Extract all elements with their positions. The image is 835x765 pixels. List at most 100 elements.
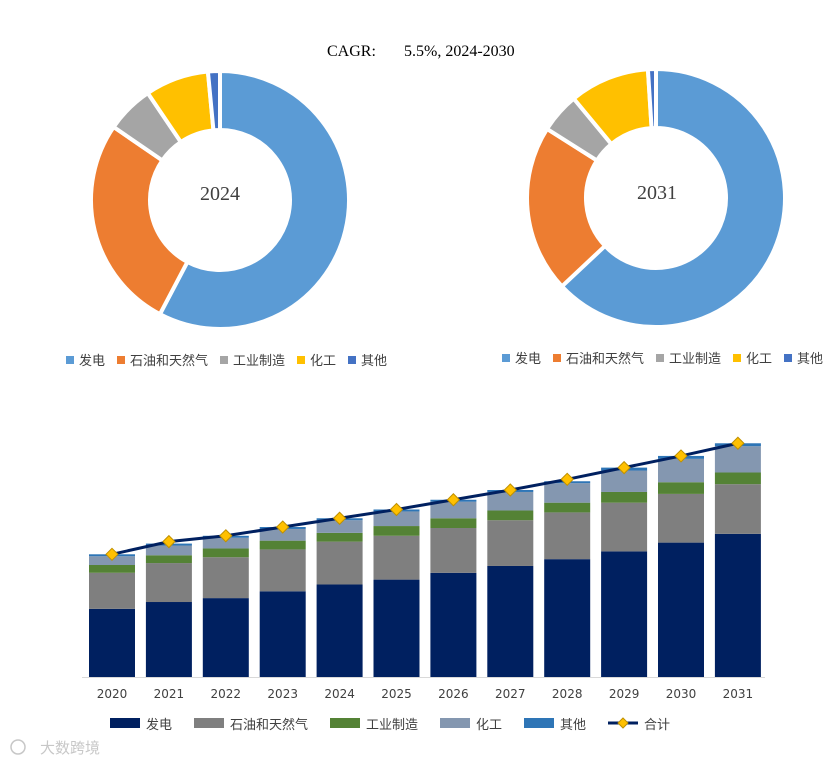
bar-2025-0 — [373, 579, 420, 677]
bar-legend-label-4: 其他 — [560, 718, 586, 733]
x-tick-2022: 2022 — [211, 687, 242, 701]
stacked-bar-chart — [89, 443, 761, 677]
total-marker-2020 — [105, 547, 119, 561]
legend-label-1: 石油和天然气 — [130, 353, 208, 369]
bar-2020-0 — [89, 608, 135, 677]
legend-label-0: 发电 — [515, 351, 541, 367]
bar-2027-1 — [487, 520, 534, 566]
legend-swatch-0 — [502, 354, 510, 362]
bar-2031-3 — [714, 446, 761, 473]
bar-2027-3 — [487, 491, 534, 511]
total-marker-2023 — [275, 520, 290, 534]
donut-slice-2024-0 — [157, 68, 351, 331]
bar-2025-2 — [373, 526, 420, 536]
bar-2022-1 — [202, 557, 249, 599]
watermark-text: 大数跨境 — [40, 739, 100, 757]
bar-2022-0 — [202, 598, 249, 677]
bar-2022-2 — [202, 548, 249, 558]
bar-2024-2 — [316, 532, 363, 542]
bar-legend-label-1: 石油和天然气 — [230, 717, 308, 733]
bar-2028-1 — [544, 512, 591, 560]
bar-legend-swatch-2 — [330, 718, 360, 728]
bar-legend-swatch-4 — [524, 718, 554, 728]
bar-2029-1 — [601, 502, 648, 552]
legend-label-4: 其他 — [361, 354, 387, 369]
bar-2030-2 — [658, 482, 704, 494]
bar-2023-2 — [259, 540, 306, 550]
bar-legend-label-0: 发电 — [146, 717, 172, 733]
x-tick-2026: 2026 — [438, 687, 469, 701]
legend-label-4: 其他 — [797, 352, 823, 367]
bar-legend-swatch-3 — [440, 718, 470, 728]
bar-2031-1 — [714, 484, 761, 534]
bar-2030-0 — [658, 542, 704, 677]
legend-label-3: 化工 — [310, 354, 336, 369]
donut-slice-2031-0 — [559, 66, 787, 329]
bar-legend-marker — [617, 717, 629, 729]
legend-swatch-1 — [553, 354, 561, 362]
legend-swatch-4 — [348, 356, 356, 364]
legend-swatch-3 — [733, 354, 741, 362]
donut-chart-2031 — [525, 66, 787, 329]
total-marker-2024 — [332, 511, 347, 525]
bar-2021-3 — [145, 545, 192, 556]
bar-2029-2 — [601, 491, 648, 503]
legend-label-0: 发电 — [79, 353, 105, 369]
donut-slice-2024-1 — [89, 124, 191, 317]
bar-2027-2 — [487, 510, 534, 521]
donut-2031-center-label: 2031 — [637, 182, 677, 204]
legend-label-1: 石油和天然气 — [566, 351, 644, 367]
donut-2024-legend: 发电 石油和天然气 工业制造 化工 其他 — [66, 353, 387, 369]
legend-label-3: 化工 — [746, 352, 772, 367]
total-marker-2026 — [446, 493, 461, 507]
bar-2028-2 — [544, 502, 591, 513]
legend-swatch-2 — [220, 356, 228, 364]
bar-legend-label-2: 工业制造 — [366, 718, 418, 733]
bar-2030-1 — [658, 493, 704, 543]
total-marker-2030 — [674, 449, 688, 463]
total-marker-2021 — [162, 534, 176, 549]
bar-2024-1 — [316, 541, 363, 585]
bar-2020-1 — [89, 572, 135, 609]
x-tick-2028: 2028 — [552, 687, 583, 701]
bar-legend-swatch-1 — [194, 718, 224, 728]
x-tick-2025: 2025 — [381, 687, 412, 701]
bar-2021-1 — [145, 563, 192, 603]
bar-legend-label-3: 化工 — [476, 718, 502, 733]
bar-2025-1 — [373, 535, 420, 580]
legend-swatch-0 — [66, 356, 74, 364]
legend-label-2: 工业制造 — [669, 352, 721, 367]
bar-2028-3 — [544, 483, 591, 503]
x-tick-2023: 2023 — [267, 687, 298, 701]
x-tick-2031: 2031 — [723, 687, 754, 701]
bar-legend: 发电 石油和天然气 工业制造 化工 其他 合计 — [110, 717, 670, 733]
x-tick-2020: 2020 — [97, 687, 128, 701]
legend-swatch-4 — [784, 354, 792, 362]
legend-swatch-1 — [117, 356, 125, 364]
bar-2031-0 — [714, 533, 761, 677]
x-tick-2027: 2027 — [495, 687, 526, 701]
bar-2025-3 — [373, 511, 420, 527]
total-marker-2031 — [731, 436, 745, 450]
bar-legend-swatch-0 — [110, 718, 140, 728]
total-marker-2029 — [617, 460, 631, 475]
bar-x-axis: 2020 2021 2022 2023 2024 2025 2026 2027 2028 2029… — [82, 677, 765, 701]
bar-2026-0 — [430, 572, 477, 677]
total-marker-2022 — [219, 529, 233, 543]
legend-swatch-2 — [656, 354, 664, 362]
bar-2028-0 — [544, 559, 591, 677]
donut-slice-2024-4 — [205, 68, 222, 133]
bar-legend-label-5: 合计 — [644, 718, 670, 733]
bar-2023-3 — [259, 528, 306, 541]
bar-2026-3 — [430, 501, 477, 519]
bar-2024-0 — [316, 584, 363, 677]
bar-2022-3 — [202, 537, 249, 549]
total-marker-2027 — [503, 483, 518, 497]
total-marker-2025 — [389, 502, 404, 517]
donut-slice-2031-4 — [645, 66, 658, 131]
watermark: 大数跨境 — [10, 739, 100, 757]
bar-2023-1 — [259, 549, 306, 592]
legend-label-2: 工业制造 — [233, 354, 285, 369]
total-line-path — [111, 441, 739, 556]
